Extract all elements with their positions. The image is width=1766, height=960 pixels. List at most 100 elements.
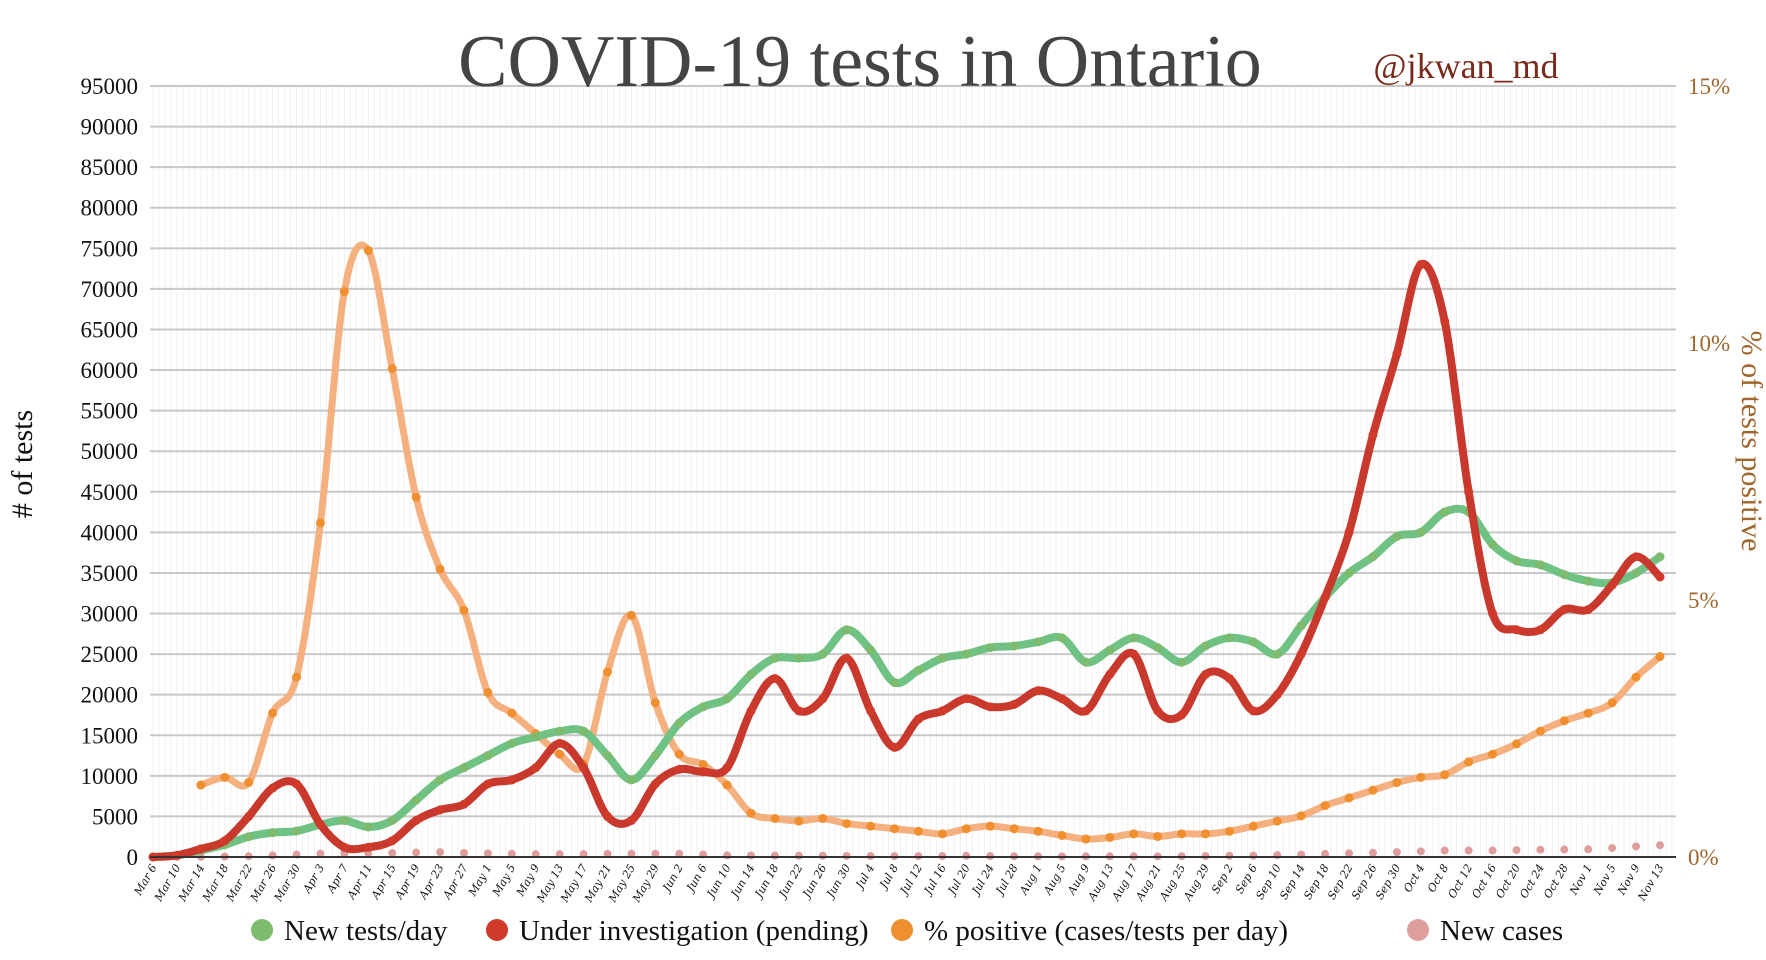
data-point: [1464, 757, 1474, 767]
data-point: [1535, 625, 1545, 635]
data-point: [985, 821, 995, 831]
data-point: [579, 763, 589, 773]
data-point: [698, 767, 708, 777]
x-tick-label: Apr 3: [300, 862, 327, 896]
data-point: [459, 848, 468, 857]
data-point: [1153, 831, 1163, 841]
data-point: [1033, 637, 1043, 647]
y-tick-label: 10000: [81, 764, 139, 789]
x-tick-label: Oct 4: [1401, 862, 1427, 895]
x-tick-label: Jul 8: [876, 862, 901, 892]
data-point: [913, 665, 923, 675]
data-point: [1368, 785, 1378, 795]
y-tick-label: 60000: [81, 358, 139, 383]
x-tick-label: Jul 24: [968, 862, 997, 898]
data-point: [1033, 686, 1043, 696]
data-point: [937, 653, 947, 663]
data-point: [363, 822, 373, 832]
data-point: [1129, 829, 1139, 839]
data-point: [674, 749, 684, 759]
data-point: [1488, 540, 1498, 550]
data-point: [1559, 570, 1569, 580]
data-point: [268, 828, 278, 838]
data-point: [483, 779, 493, 789]
data-point: [1057, 830, 1067, 840]
data-point: [1535, 726, 1545, 736]
y-tick-label: 25000: [81, 642, 139, 667]
legend-item: New tests/day: [251, 915, 448, 947]
data-point: [1392, 531, 1402, 541]
data-point: [1608, 844, 1617, 853]
x-tick-label: Jul 20: [944, 862, 973, 898]
data-point: [1248, 706, 1258, 716]
x-tick-label: Aug 5: [1041, 862, 1069, 898]
data-point: [172, 850, 182, 860]
data-point: [363, 842, 373, 852]
y-tick-label: 85000: [81, 155, 139, 180]
data-point: [1201, 641, 1211, 651]
data-point: [1224, 633, 1234, 643]
data-point: [436, 848, 445, 857]
data-point: [1631, 672, 1641, 682]
data-point: [626, 815, 636, 825]
data-point: [1009, 641, 1019, 651]
legend-label: New tests/day: [284, 915, 448, 947]
data-point: [890, 742, 900, 752]
legend-swatch: [251, 919, 273, 941]
data-point: [1105, 669, 1115, 679]
y2-axis-label: % of tests positive: [1735, 331, 1766, 552]
data-point: [866, 706, 876, 716]
data-point: [1201, 829, 1211, 839]
y2-tick-label: 15%: [1688, 74, 1730, 99]
data-point: [937, 829, 947, 839]
y-tick-label: 70000: [81, 277, 139, 302]
chart-title: COVID-19 tests in Ontario: [458, 21, 1262, 103]
data-point: [698, 759, 708, 769]
data-point: [1631, 552, 1641, 562]
data-point: [555, 738, 565, 748]
data-point: [747, 851, 756, 860]
data-point: [1392, 349, 1402, 359]
data-point: [411, 795, 421, 805]
data-point: [770, 673, 780, 683]
y-tick-label: 75000: [81, 236, 139, 261]
data-point: [387, 836, 397, 846]
data-point: [1464, 846, 1473, 855]
data-point: [1057, 633, 1067, 643]
y2-tick-label: 10%: [1688, 331, 1730, 356]
data-point: [722, 763, 732, 773]
data-point: [1320, 801, 1330, 811]
data-point: [626, 775, 636, 785]
data-point: [1440, 846, 1449, 855]
data-point: [1368, 430, 1378, 440]
data-point: [244, 811, 254, 821]
data-point: [1368, 552, 1378, 562]
data-point: [1272, 649, 1282, 659]
data-point: [1296, 649, 1306, 659]
gridlines: [150, 85, 1676, 858]
data-point: [268, 783, 278, 793]
data-point: [746, 706, 756, 716]
data-point: [411, 815, 421, 825]
data-point: [1392, 848, 1401, 857]
data-point: [1416, 260, 1426, 270]
data-point: [315, 518, 325, 528]
data-point: [913, 826, 923, 836]
data-point: [1488, 846, 1497, 855]
data-point: [818, 851, 827, 860]
data-point: [1488, 609, 1498, 619]
chart-credit: @jkwan_md: [1373, 46, 1558, 86]
data-point: [196, 844, 206, 854]
data-point: [866, 821, 876, 831]
data-point: [1296, 811, 1306, 821]
data-point: [1656, 841, 1664, 850]
data-point: [602, 751, 612, 761]
data-point: [1488, 749, 1498, 759]
legend-label: Under investigation (pending): [519, 915, 869, 947]
data-point: [1344, 793, 1354, 803]
data-point: [650, 698, 660, 708]
data-point: [1583, 604, 1593, 614]
data-point: [1224, 826, 1234, 836]
data-point: [1296, 621, 1306, 631]
x-tick-label: Sep 2: [1209, 862, 1236, 896]
